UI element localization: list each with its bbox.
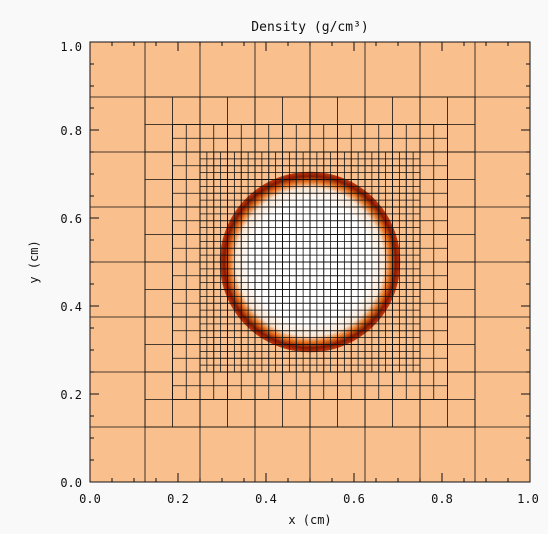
y-tick-label-1: 0.2	[60, 388, 82, 402]
x-axis-label: x (cm)	[288, 513, 331, 527]
x-axis-ticks	[89, 42, 531, 482]
amr-mesh	[90, 42, 530, 482]
x-tick-label-5: 1.0	[517, 492, 539, 506]
y-tick-label-2: 0.4	[60, 300, 82, 314]
y-tick-label-4: 0.8	[60, 124, 82, 138]
chart-title: Density (g/cm³)	[251, 20, 368, 35]
x-tick-label-0: 0.0	[79, 492, 101, 506]
x-tick-label-3: 0.6	[343, 492, 365, 506]
x-tick-label-1: 0.2	[167, 492, 189, 506]
y-tick-label-3: 0.6	[60, 212, 82, 226]
x-tick-labels: 0.0 0.2 0.4 0.6 0.8 1.0	[79, 492, 539, 506]
y-tick-label-5: 1.0	[60, 40, 82, 54]
y-tick-labels: 0.0 0.2 0.4 0.6 0.8 1.0	[60, 40, 82, 490]
y-axis-label: y (cm)	[27, 240, 41, 283]
x-tick-label-2: 0.4	[255, 492, 277, 506]
y-axis-ticks	[90, 41, 530, 483]
y-tick-label-0: 0.0	[60, 476, 82, 490]
x-tick-label-4: 0.8	[431, 492, 453, 506]
